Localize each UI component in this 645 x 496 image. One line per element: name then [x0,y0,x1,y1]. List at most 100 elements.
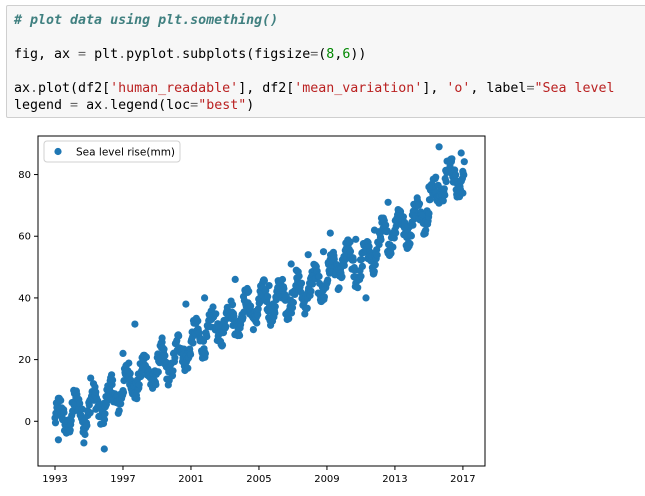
code-token: ax [14,81,31,96]
data-point [201,350,209,358]
code-token: . [102,98,111,113]
data-point [260,277,268,285]
data-point [131,320,139,328]
scatter-chart: 1993 1997 2001 2005 2009 2013 2017 0 20 40 60 80 S… [18,135,486,485]
code-line: legend = ax.legend(loc="best") [14,97,615,114]
data-point [109,376,117,384]
x-tick-label: 1993 [42,474,67,485]
data-point [209,303,217,311]
data-points [51,143,468,453]
data-point [228,301,237,309]
data-point [326,229,334,237]
data-point [285,315,293,323]
data-point [54,436,63,444]
data-point [230,312,238,320]
data-point [101,410,109,418]
data-point [338,273,346,281]
code-token: = [526,81,535,96]
data-point [315,272,323,280]
data-point [435,143,443,151]
data-point [324,276,332,284]
data-point [295,272,303,280]
data-point [119,349,127,357]
data-point [66,426,74,434]
data-point [194,317,202,325]
data-point [203,333,211,341]
data-point [81,430,89,439]
data-point [370,226,379,234]
legend-label: Sea level rise(mm) [76,147,175,159]
code-token: ], df2[ [238,81,295,96]
data-point [92,388,100,396]
data-point [357,255,366,264]
code-token: plt [86,47,119,62]
code-token: plot(df2[ [38,81,111,96]
data-point [319,248,328,256]
code-line [14,63,615,80]
data-point [264,292,272,301]
data-point [340,261,348,269]
data-point [57,396,65,404]
data-point [265,282,273,290]
data-point [253,319,261,327]
data-point [231,275,239,283]
x-tick-label: 2005 [246,474,271,485]
code-token: = [78,47,87,62]
data-point [459,189,467,197]
data-point [358,262,366,270]
code-token: fig, ax [14,47,79,62]
data-point [76,399,84,407]
data-point [169,367,177,375]
data-point [100,415,109,424]
x-tick-label: 2013 [382,474,407,485]
data-point [307,287,315,295]
output-area: 1993 1997 2001 2005 2009 2013 2017 0 20 40 60 80 S… [0,122,645,492]
y-tick-label: 40 [18,293,31,304]
data-point [362,294,370,302]
code-token: subplots(figsize [182,47,311,62]
code-token: legend(loc [110,98,191,113]
data-point [272,296,280,304]
data-point [352,235,360,243]
data-point [377,236,385,244]
data-point [392,229,400,237]
code-editor[interactable]: # plot data using plt.something() fig, ax… [14,12,615,114]
data-point [87,374,95,382]
data-point [86,409,94,417]
data-point [187,350,195,359]
legend: Sea level rise(mm) [43,140,181,163]
code-token: 'human_readable' [110,81,239,96]
data-point [254,311,262,319]
data-point [175,332,183,340]
code-token: 6 [342,47,351,62]
data-point [135,381,143,389]
code-cell[interactable]: # plot data using plt.something() fig, ax… [6,5,645,118]
data-point [373,251,381,259]
data-point [100,445,108,453]
code-token: . [174,47,183,62]
x-tick-label: 2009 [314,474,339,485]
data-point [288,304,297,312]
data-point [357,272,365,280]
data-point [447,155,455,163]
data-point [422,226,430,234]
data-point [460,171,468,179]
data-point [245,287,253,295]
code-token: = [70,98,79,113]
data-point [346,247,355,255]
code-line: ax.plot(df2['human_readable'], df2['mean… [14,80,615,97]
y-tick-label: 80 [18,170,31,181]
data-point [236,331,244,340]
data-point [142,353,150,361]
data-point [222,323,230,331]
data-point [389,243,397,251]
data-point [349,256,357,264]
data-point [303,304,311,312]
data-point [460,158,468,166]
y-tick-label: 0 [25,417,31,428]
data-point [432,173,440,181]
data-point [184,364,192,372]
code-token: 'mean_variation' [294,81,423,96]
code-token: ], [422,81,447,96]
code-token: legend [14,98,71,113]
